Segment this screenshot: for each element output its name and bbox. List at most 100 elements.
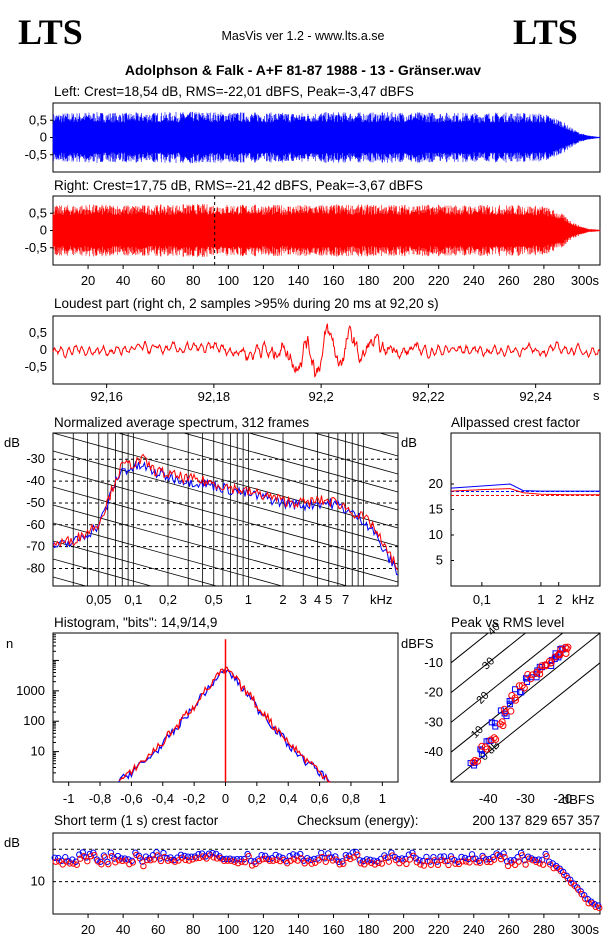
allpass-frame [450, 432, 601, 587]
left-channel-title: Left: Crest=18,54 dB, RMS=-22,01 dBFS, P… [54, 84, 414, 99]
shortterm-right-point [504, 862, 512, 870]
shortterm-frame [52, 832, 601, 915]
loudest-ytick-label: -0,5 [25, 359, 47, 374]
peak-rms-crest-diagonal [451, 633, 564, 724]
peak-rms-left-point [506, 701, 513, 708]
peak-rms-right-point [492, 735, 500, 743]
right-waveform-xtick-label: 220 [428, 273, 450, 288]
spectrum-slope-line [247, 433, 398, 475]
histogram-xtick-label: 0,2 [248, 791, 266, 806]
shortterm-left-point [247, 857, 255, 865]
logo-right: LTS [513, 12, 578, 52]
spectrum-ytick-label: -30 [26, 451, 45, 466]
shortterm-right-point [515, 858, 522, 865]
histogram-xtick-label: -1 [63, 791, 75, 806]
histogram-xtick-label: 0,6 [311, 791, 329, 806]
peak-rms-left-point [492, 723, 499, 730]
peak-rms-right-point [500, 705, 508, 713]
peak-rms-right-point [546, 657, 554, 665]
shortterm-right-point [420, 862, 428, 869]
peak-rms-right-point [469, 758, 477, 766]
loudest-xtick-label: 92,18 [198, 389, 231, 404]
shortterm-right-point [466, 859, 473, 866]
shortterm-left-point [360, 857, 367, 865]
shortterm-xtick-label: 240 [463, 922, 485, 937]
shortterm-right-point [245, 852, 252, 860]
loudest-xtick-label: 92,24 [519, 389, 552, 404]
shortterm-left-point [559, 868, 567, 876]
shortterm-right-point [347, 855, 354, 863]
peak-rms-right-point [556, 649, 564, 657]
shortterm-right-point [582, 895, 589, 902]
spectrum-slope-line [182, 433, 398, 493]
spectrum-xtick-label: 3 [300, 592, 307, 607]
spectrum-xtick-label: 0,2 [159, 592, 177, 607]
loudest-ytick-label: 0 [40, 342, 47, 357]
shortterm-right-point [315, 857, 322, 864]
peak-rms-right-point [481, 743, 489, 751]
shortterm-right-point [255, 857, 263, 865]
shortterm-left-point [367, 856, 374, 863]
shortterm-xtick-label: 180 [358, 922, 380, 937]
peak-rms-right-point [507, 707, 515, 715]
spectrum-x-unit: kHz [370, 592, 392, 607]
shortterm-right-point [596, 904, 603, 912]
peak-rms-ytick-label: -30 [424, 714, 443, 729]
shortterm-right-point [543, 853, 550, 860]
shortterm-right-point [287, 857, 294, 864]
left-waveform-ytick-label: 0 [40, 130, 47, 145]
shortterm-left-point [426, 858, 434, 865]
file-title: Adolphson & Falk - A+F 81-87 1988 - 13 -… [125, 62, 481, 78]
spectrum-xtick-label: 5 [325, 592, 332, 607]
shortterm-right-point [73, 861, 80, 868]
loudest-x-unit: s [593, 388, 600, 403]
checksum-value: 200 137 829 657 357 [472, 813, 600, 828]
shortterm-left-point [258, 851, 265, 859]
spectrum-slope-line [116, 433, 398, 511]
loudest-trace [52, 323, 601, 378]
shortterm-right-point [403, 860, 410, 868]
shortterm-right-point [378, 860, 386, 867]
shortterm-left-point [318, 849, 325, 857]
shortterm-left-point [286, 852, 293, 860]
spectrum-slope-line [53, 307, 398, 402]
shortterm-right-point [525, 855, 533, 862]
shortterm-right-point [129, 859, 137, 866]
shortterm-left-point [62, 854, 69, 861]
shortterm-left-point [297, 850, 304, 858]
peak-rms-right-point [511, 694, 519, 702]
peak-rms-y-unit: dBFS [401, 636, 434, 651]
shortterm-left-point [79, 849, 87, 856]
right-waveform-xtick-label: 60 [151, 273, 165, 288]
shortterm-xtick-label: 200 [393, 922, 415, 937]
shortterm-right-point [427, 861, 435, 868]
peak-rms-x-unit: dBFS [562, 792, 595, 807]
spectrum-xtick-label: 2 [279, 592, 286, 607]
right-waveform-xtick-label: 280 [533, 273, 555, 288]
shortterm-left-point [437, 853, 444, 860]
shortterm-xtick-label: 40 [116, 922, 130, 937]
allpass-xtick-label: 2 [555, 592, 562, 607]
peak-rms-crest-diagonal [451, 633, 600, 753]
shortterm-right-point [322, 858, 329, 865]
peak-rms-right-point [496, 720, 504, 728]
shortterm-right-point [511, 861, 519, 869]
peak-rms-right-point [532, 668, 540, 676]
spectrum-slope-line [53, 504, 349, 586]
allpass-ytick-label: 15 [429, 502, 443, 517]
peak-rms-right-point [551, 653, 559, 661]
spectrum-slope-line [53, 468, 398, 565]
spectrum-slope-line [53, 540, 218, 586]
peak-rms-right-point [561, 643, 569, 651]
shortterm-left-point [177, 851, 185, 859]
right-waveform-xtick-label: 40 [116, 273, 130, 288]
spectrum-xtick-label: 7 [342, 592, 349, 607]
peak-rms-ytick-label: -40 [424, 744, 443, 759]
right-waveform-ytick-label: 0 [40, 223, 47, 238]
allpass-ytick-label: 5 [436, 553, 443, 568]
spectrum-title: Normalized average spectrum, 312 frames [54, 415, 309, 430]
allpass-x-unit: kHz [572, 592, 594, 607]
shortterm-title: Short term (1 s) crest factor [54, 813, 219, 828]
loudest-frame [52, 315, 601, 385]
peak-rms-right-point [564, 643, 572, 651]
